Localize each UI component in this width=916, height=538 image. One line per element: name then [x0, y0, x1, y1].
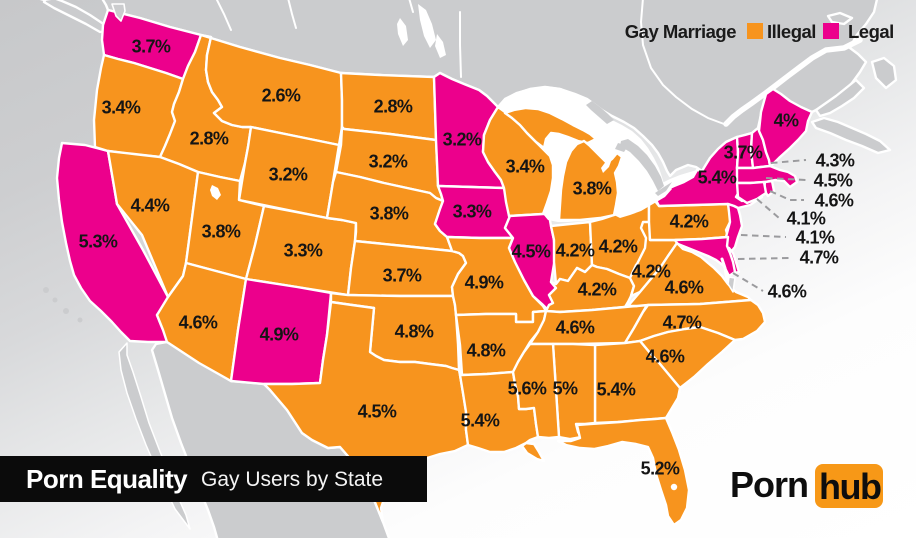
svg-text:5%: 5% [553, 379, 578, 399]
svg-text:3.7%: 3.7% [724, 143, 763, 163]
svg-text:3.2%: 3.2% [269, 165, 308, 185]
svg-text:4.6%: 4.6% [556, 318, 595, 338]
svg-text:4.7%: 4.7% [663, 313, 702, 333]
svg-text:4.2%: 4.2% [578, 280, 617, 300]
svg-text:5.6%: 5.6% [508, 379, 547, 399]
svg-text:3.8%: 3.8% [573, 179, 612, 199]
svg-text:3.3%: 3.3% [284, 241, 323, 261]
svg-text:4.6%: 4.6% [179, 313, 218, 333]
svg-text:Legal: Legal [848, 21, 894, 42]
svg-text:4.8%: 4.8% [395, 322, 434, 342]
svg-text:4.6%: 4.6% [646, 347, 685, 367]
svg-text:4.2%: 4.2% [556, 241, 595, 261]
svg-text:Illegal: Illegal [767, 21, 816, 42]
svg-text:4.8%: 4.8% [467, 341, 506, 361]
svg-text:4.2%: 4.2% [599, 237, 638, 257]
svg-text:hub: hub [819, 466, 881, 507]
svg-text:3.7%: 3.7% [383, 266, 422, 286]
svg-text:4.5%: 4.5% [358, 402, 397, 422]
svg-text:3.2%: 3.2% [443, 130, 482, 150]
svg-text:4.4%: 4.4% [131, 196, 170, 216]
svg-text:4.6%: 4.6% [815, 191, 854, 211]
svg-text:4.2%: 4.2% [632, 262, 671, 282]
svg-text:4.5%: 4.5% [814, 171, 853, 191]
svg-text:4.1%: 4.1% [787, 209, 826, 229]
svg-text:5.3%: 5.3% [79, 232, 118, 252]
svg-text:Porn: Porn [730, 464, 808, 505]
svg-text:4.9%: 4.9% [465, 273, 504, 293]
svg-text:3.3%: 3.3% [453, 202, 492, 222]
svg-text:4.7%: 4.7% [800, 248, 839, 268]
svg-text:3.8%: 3.8% [370, 204, 409, 224]
svg-text:3.2%: 3.2% [369, 152, 408, 172]
svg-text:5.4%: 5.4% [698, 168, 737, 188]
svg-text:4.3%: 4.3% [816, 151, 855, 171]
svg-text:3.4%: 3.4% [506, 157, 545, 177]
svg-text:3.4%: 3.4% [102, 98, 141, 118]
svg-text:5.2%: 5.2% [641, 459, 680, 479]
svg-text:4%: 4% [774, 111, 799, 131]
svg-text:4.5%: 4.5% [512, 242, 551, 262]
svg-text:5.4%: 5.4% [461, 411, 500, 431]
svg-text:Gay Marriage: Gay Marriage [625, 21, 736, 42]
svg-text:2.8%: 2.8% [190, 129, 229, 149]
svg-text:4.2%: 4.2% [670, 212, 709, 232]
svg-text:3.7%: 3.7% [132, 37, 171, 57]
svg-text:4.9%: 4.9% [260, 325, 299, 345]
svg-text:4.6%: 4.6% [768, 282, 807, 302]
svg-text:5.4%: 5.4% [597, 380, 636, 400]
svg-text:4.6%: 4.6% [665, 278, 704, 298]
svg-text:2.8%: 2.8% [374, 97, 413, 117]
svg-text:4.1%: 4.1% [796, 228, 835, 248]
svg-text:3.8%: 3.8% [202, 222, 241, 242]
svg-text:2.6%: 2.6% [262, 86, 301, 106]
